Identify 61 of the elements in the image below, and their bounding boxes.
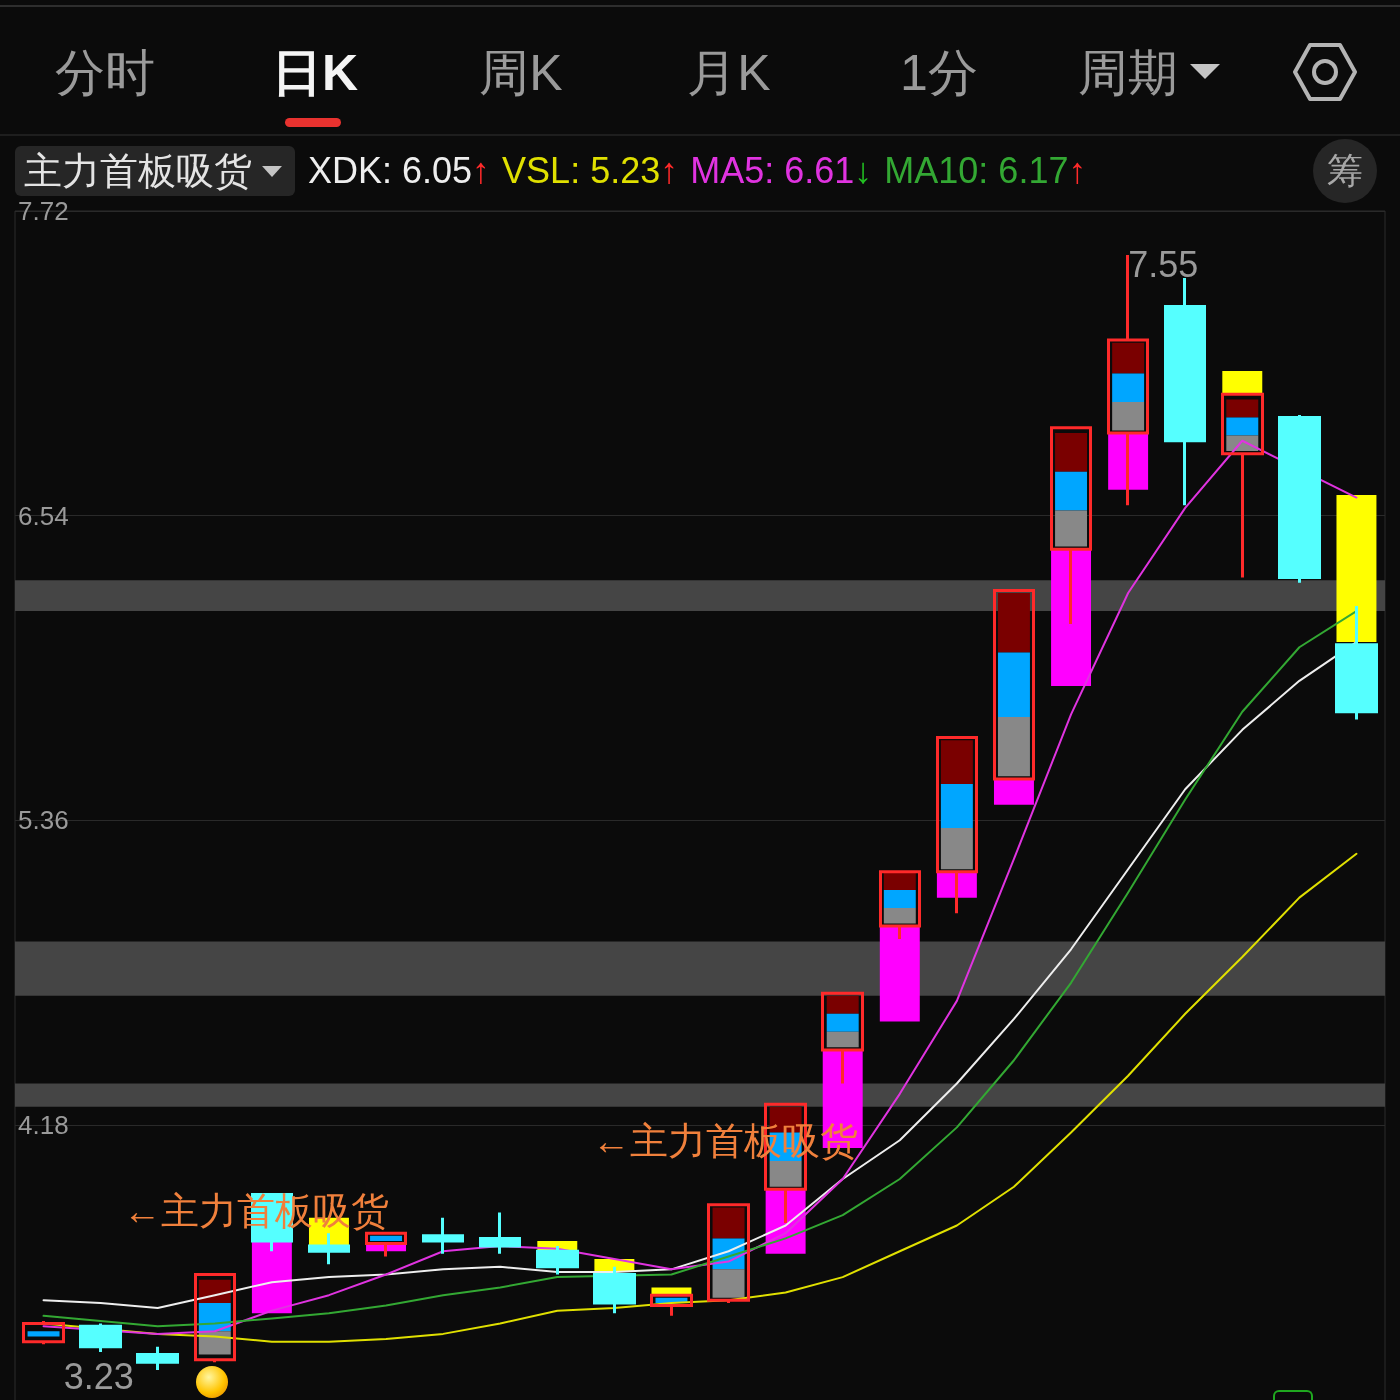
- text: XDK: 6.05↑: [308, 150, 491, 192]
- candlestick: [1278, 414, 1321, 583]
- bar: [251, 1240, 292, 1314]
- bar: [27, 1331, 60, 1337]
- candlestick: [1164, 278, 1206, 506]
- y-tick-label: 6.54: [18, 500, 69, 531]
- bar: [997, 652, 1030, 717]
- bar: [1108, 433, 1149, 490]
- text: MA10: 6.17↑: [884, 150, 1087, 192]
- candlestick: [707, 1203, 750, 1303]
- candlestick: [79, 1323, 122, 1352]
- annotation: 3.23: [63, 1355, 134, 1397]
- bar: [1226, 399, 1259, 418]
- bar: [769, 1160, 802, 1187]
- bar: [883, 871, 916, 890]
- text: 日K: [270, 44, 360, 103]
- bar: [826, 1031, 859, 1048]
- text: 1分: [899, 44, 979, 103]
- bar: [883, 889, 916, 908]
- bar: [1112, 402, 1145, 431]
- bar: [940, 740, 973, 785]
- bar: [1051, 549, 1092, 686]
- bar: [997, 716, 1030, 777]
- bar: [879, 926, 920, 1022]
- bar: [1055, 471, 1088, 511]
- annotation: 7.55: [1128, 244, 1199, 286]
- y-tick-label: 4.18: [18, 1109, 69, 1140]
- bar: [1055, 510, 1088, 547]
- bar: [1112, 342, 1145, 374]
- candlestick: [136, 1346, 179, 1371]
- bar: [940, 827, 973, 870]
- bar: [712, 1207, 745, 1239]
- text: 分时: [54, 44, 156, 103]
- bar: [1222, 371, 1263, 395]
- bar: [370, 1235, 403, 1241]
- bar: [198, 1279, 231, 1303]
- bar: [940, 784, 973, 828]
- text: MA5: 6.61↓: [690, 150, 873, 192]
- bar: [826, 995, 859, 1014]
- y-tick-label: 5.36: [18, 805, 69, 836]
- bar: [993, 778, 1034, 805]
- candlestick: [936, 736, 978, 914]
- bar: [883, 907, 916, 924]
- bar: [1055, 433, 1088, 472]
- bar: [1336, 494, 1377, 643]
- candlestick: [422, 1217, 464, 1254]
- text: 月K: [686, 44, 772, 103]
- text: 周K: [478, 44, 564, 103]
- indicator-dropdown: 主力首板吸货: [15, 146, 295, 196]
- bar: [997, 593, 1030, 653]
- text: VSL: 5.23↑: [502, 150, 679, 192]
- bar: [1226, 417, 1259, 436]
- candlestick: [479, 1212, 521, 1254]
- y-tick-label: 7.72: [18, 196, 69, 226]
- round-button: 筹: [1313, 139, 1377, 203]
- text: 周期: [1077, 44, 1179, 103]
- bar: [712, 1269, 745, 1298]
- bar: [1112, 373, 1145, 403]
- candlestick: [22, 1320, 65, 1345]
- bar: [826, 1013, 859, 1032]
- candlestick: [194, 1273, 236, 1363]
